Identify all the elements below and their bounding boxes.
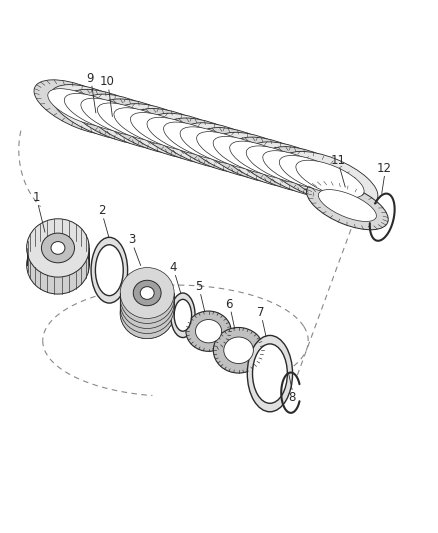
Ellipse shape	[100, 99, 196, 154]
Text: 9: 9	[86, 71, 93, 85]
Ellipse shape	[296, 160, 364, 198]
Ellipse shape	[34, 80, 130, 135]
Ellipse shape	[81, 98, 149, 136]
Ellipse shape	[224, 337, 253, 364]
Ellipse shape	[120, 272, 174, 324]
Text: 3: 3	[128, 233, 136, 246]
Ellipse shape	[249, 142, 345, 197]
Ellipse shape	[163, 122, 232, 159]
Ellipse shape	[180, 127, 248, 164]
Ellipse shape	[27, 236, 89, 294]
Ellipse shape	[120, 282, 174, 334]
Ellipse shape	[195, 319, 222, 343]
Ellipse shape	[147, 117, 215, 155]
Ellipse shape	[307, 181, 388, 230]
Text: 4: 4	[170, 261, 177, 274]
Ellipse shape	[114, 108, 182, 146]
Ellipse shape	[120, 268, 174, 318]
Text: 11: 11	[330, 154, 345, 167]
Ellipse shape	[120, 288, 174, 338]
Ellipse shape	[120, 278, 174, 328]
Ellipse shape	[67, 90, 163, 144]
Ellipse shape	[140, 287, 154, 300]
Text: 6: 6	[225, 297, 233, 311]
Ellipse shape	[318, 190, 376, 222]
Ellipse shape	[282, 151, 378, 207]
Ellipse shape	[265, 147, 361, 202]
Text: 5: 5	[195, 280, 202, 293]
Ellipse shape	[247, 335, 293, 412]
Ellipse shape	[133, 280, 161, 306]
Ellipse shape	[48, 88, 116, 126]
Ellipse shape	[84, 94, 180, 149]
Ellipse shape	[186, 311, 231, 351]
Ellipse shape	[197, 132, 265, 169]
Text: 2: 2	[98, 204, 105, 217]
Ellipse shape	[42, 233, 74, 263]
Ellipse shape	[50, 85, 146, 140]
Ellipse shape	[213, 136, 281, 174]
Ellipse shape	[51, 241, 65, 254]
Ellipse shape	[91, 237, 127, 303]
Ellipse shape	[216, 132, 312, 188]
Ellipse shape	[117, 104, 212, 159]
Ellipse shape	[166, 118, 262, 173]
Text: 7: 7	[257, 306, 265, 319]
Ellipse shape	[279, 156, 348, 193]
Ellipse shape	[174, 300, 191, 331]
Text: 10: 10	[99, 75, 114, 88]
Ellipse shape	[64, 93, 133, 131]
Ellipse shape	[263, 151, 331, 188]
Ellipse shape	[97, 103, 166, 141]
Ellipse shape	[150, 113, 246, 168]
Text: 1: 1	[32, 191, 40, 204]
Ellipse shape	[171, 293, 195, 337]
Ellipse shape	[213, 327, 264, 373]
Ellipse shape	[120, 288, 174, 338]
Ellipse shape	[199, 127, 295, 183]
Text: 12: 12	[377, 162, 392, 175]
Ellipse shape	[230, 141, 298, 179]
Ellipse shape	[133, 108, 229, 164]
Text: 8: 8	[289, 391, 296, 404]
Ellipse shape	[233, 137, 328, 192]
Ellipse shape	[183, 123, 279, 178]
Ellipse shape	[246, 146, 314, 183]
Ellipse shape	[131, 112, 199, 150]
Ellipse shape	[27, 219, 89, 277]
Ellipse shape	[95, 245, 123, 296]
Ellipse shape	[253, 344, 287, 403]
